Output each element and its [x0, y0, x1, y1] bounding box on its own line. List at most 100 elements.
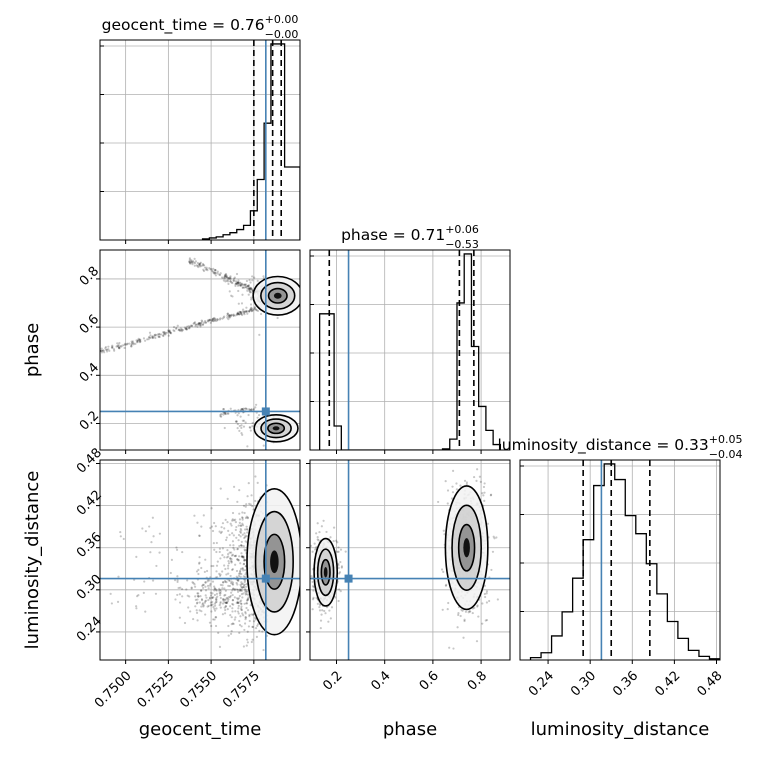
sample-point: [213, 587, 216, 590]
sample-point: [239, 310, 242, 314]
sample-point: [218, 604, 221, 607]
sample-point: [339, 548, 343, 551]
sample-point: [321, 609, 324, 612]
sample-point: [210, 525, 214, 528]
panel-title: phase = 0.71+0.06: [341, 223, 479, 244]
sample-point: [239, 524, 242, 527]
sample-point: [475, 479, 478, 482]
sample-point: [210, 603, 213, 607]
sample-point: [215, 570, 218, 573]
sample-point: [256, 279, 259, 282]
sample-point: [338, 571, 342, 574]
sample-point: [212, 317, 215, 320]
sample-point: [242, 283, 246, 286]
sample-point: [204, 581, 207, 584]
sample-point: [235, 569, 239, 573]
sample-point: [212, 317, 215, 320]
sample-point: [207, 598, 210, 602]
sample-point: [233, 596, 236, 599]
sample-point: [104, 345, 107, 349]
sample-point: [232, 546, 235, 550]
sample-point: [240, 432, 243, 435]
density-peak: [323, 567, 328, 578]
sample-point: [240, 588, 243, 591]
sample-point: [485, 618, 489, 622]
sample-point: [202, 268, 205, 271]
sample-point: [238, 313, 241, 316]
sample-point: [215, 589, 218, 592]
sample-point: [167, 330, 171, 333]
sample-point: [482, 485, 486, 489]
sample-point: [227, 567, 230, 570]
sample-point: [168, 329, 171, 332]
sample-point: [238, 429, 241, 432]
sample-point: [232, 313, 235, 316]
sample-point: [232, 485, 236, 488]
sample-point: [229, 560, 233, 563]
sample-point: [188, 257, 192, 260]
sample-point: [139, 340, 142, 343]
sample-point: [232, 603, 235, 606]
sample-point: [203, 319, 207, 323]
sample-point: [218, 645, 222, 649]
sample-point: [188, 261, 191, 264]
sample-point: [246, 593, 250, 596]
sample-point: [144, 530, 147, 533]
sample-point: [313, 542, 316, 545]
sample-point: [451, 469, 455, 473]
sample-point: [198, 534, 201, 537]
sample-point: [235, 420, 238, 423]
sample-point: [200, 321, 203, 325]
sample-point: [489, 494, 492, 497]
sample-point: [241, 310, 244, 313]
sample-point: [226, 278, 230, 281]
sample-point: [179, 586, 182, 589]
sample-point: [245, 515, 248, 518]
sample-point: [181, 595, 184, 598]
sample-point: [250, 408, 253, 411]
sample-point: [195, 609, 198, 612]
sample-point: [262, 275, 265, 278]
sample-point: [212, 596, 215, 599]
sample-point: [237, 408, 240, 412]
sample-point: [231, 281, 234, 285]
sample-point: [328, 609, 331, 612]
sample-point: [241, 522, 244, 525]
sample-point: [246, 516, 249, 519]
sample-point: [176, 324, 179, 327]
sample-point: [233, 548, 236, 551]
sample-point: [137, 594, 140, 597]
sample-point: [445, 583, 448, 586]
sample-point: [201, 323, 204, 326]
sample-point: [218, 572, 221, 576]
sample-point: [218, 530, 221, 533]
sample-point: [198, 322, 201, 325]
sample-point: [212, 618, 215, 621]
sample-point: [207, 587, 210, 590]
sample-point: [250, 306, 253, 309]
sample-point: [199, 323, 203, 326]
sample-point: [250, 287, 253, 291]
panel-title-sub: −0.04: [709, 448, 743, 461]
sample-point: [198, 262, 201, 266]
sample-point: [238, 512, 241, 515]
sample-point: [250, 288, 254, 291]
sample-point: [214, 318, 217, 321]
sample-point: [240, 424, 243, 427]
sample-point: [244, 615, 247, 619]
sample-point: [255, 308, 258, 311]
sample-point: [186, 579, 189, 582]
sample-point: [206, 320, 210, 323]
sample-point: [262, 444, 265, 447]
sample-point: [138, 338, 141, 342]
sample-point: [246, 495, 249, 498]
sample-point: [241, 586, 244, 589]
sample-point: [128, 342, 131, 345]
sample-point: [168, 330, 171, 333]
sample-point: [224, 580, 227, 584]
sample-point: [159, 333, 163, 336]
sample-point: [231, 622, 234, 625]
sample-point: [214, 274, 217, 277]
sample-point: [100, 351, 104, 354]
sample-point: [236, 598, 240, 601]
